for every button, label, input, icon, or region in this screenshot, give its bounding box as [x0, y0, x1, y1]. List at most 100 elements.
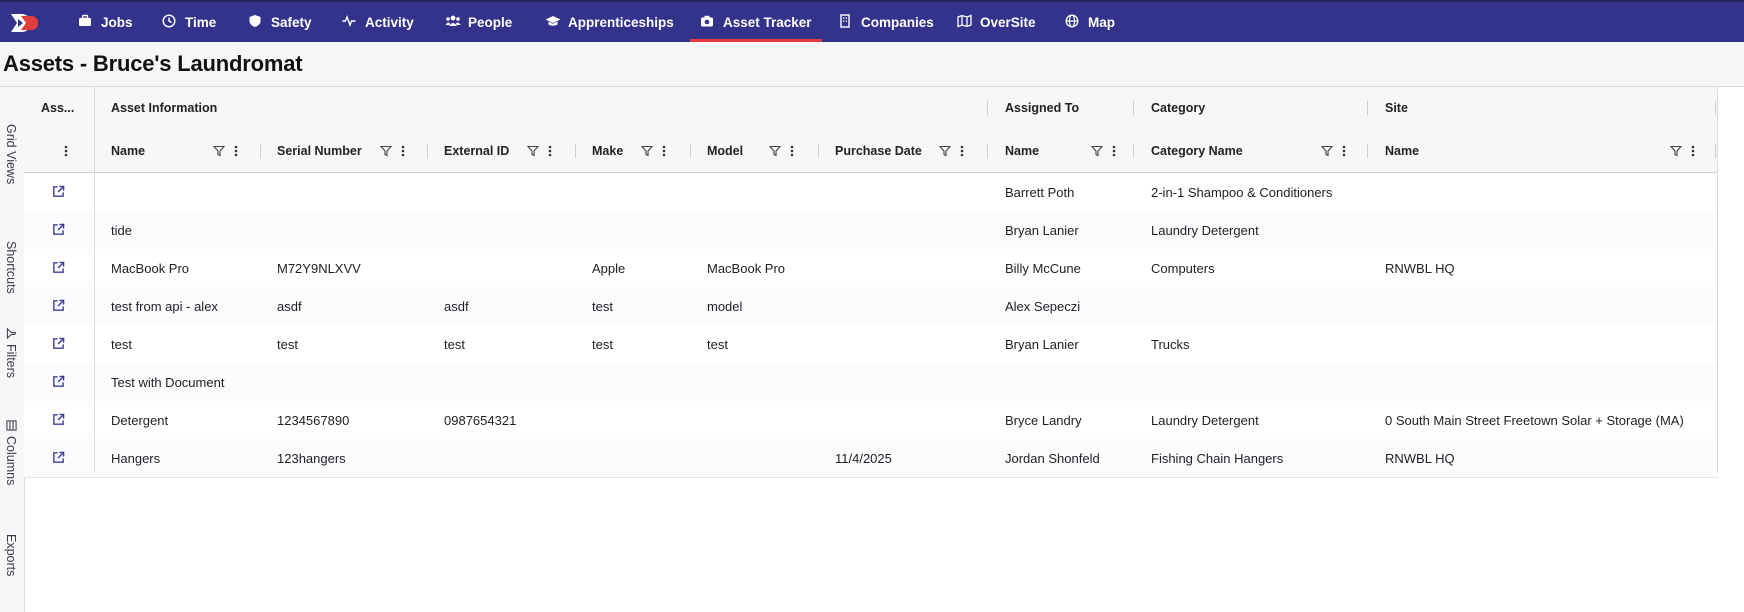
model-cell[interactable]: model — [707, 298, 743, 314]
open-external-icon[interactable] — [52, 185, 66, 199]
column-header-purchase-date[interactable]: Purchase Date — [819, 129, 959, 172]
nav-apprenticeships[interactable]: Apprenticeships — [545, 2, 674, 42]
serial-number-cell[interactable] — [261, 211, 428, 249]
assignee-name-cell[interactable]: Bryan Lanier — [1005, 336, 1079, 352]
site-name-cell[interactable]: RNWBL HQ — [1385, 260, 1455, 276]
category-name-cell[interactable] — [1135, 287, 1369, 325]
serial-number-cell[interactable] — [261, 173, 428, 211]
assignee-name-cell[interactable] — [989, 363, 1135, 401]
external-id-cell[interactable]: test — [444, 336, 465, 352]
column-header-assignee-name[interactable]: Name — [989, 129, 1089, 172]
serial-number-cell[interactable]: test — [277, 336, 298, 352]
asset-name-cell[interactable]: MacBook Pro — [111, 260, 190, 276]
filter-icon[interactable] — [1670, 145, 1682, 157]
make-cell[interactable]: test — [592, 336, 613, 352]
group-header-site[interactable]: Site — [1369, 87, 1718, 129]
column-menu-icon[interactable] — [1691, 145, 1703, 157]
purchase-date-cell[interactable] — [819, 211, 989, 249]
column-header-make[interactable]: Make — [576, 129, 676, 172]
table-row[interactable]: Barrett Poth 2-in-1 Shampoo & Conditioner… — [24, 173, 1718, 212]
purchase-date-cell[interactable] — [819, 249, 989, 287]
open-external-icon[interactable] — [52, 413, 66, 427]
assignee-name-cell[interactable]: Bryce Landry — [1005, 412, 1082, 428]
serial-number-cell[interactable]: 123hangers — [277, 450, 346, 466]
category-name-cell[interactable]: Trucks — [1151, 336, 1190, 352]
category-name-cell[interactable]: Fishing Chain Hangers — [1151, 450, 1284, 466]
site-name-cell[interactable] — [1369, 211, 1718, 249]
nav-safety[interactable]: Safety — [248, 2, 312, 42]
app-logo[interactable] — [8, 12, 40, 34]
assignee-name-cell[interactable]: Bryan Lanier — [1005, 222, 1079, 238]
make-cell[interactable] — [576, 173, 691, 211]
open-external-icon[interactable] — [52, 337, 66, 351]
model-cell[interactable] — [691, 363, 819, 401]
make-cell[interactable] — [576, 401, 691, 439]
model-cell[interactable] — [691, 401, 819, 439]
nav-map[interactable]: Map — [1065, 2, 1115, 42]
table-row[interactable]: Test with Document — [24, 363, 1718, 402]
column-menu-icon[interactable] — [1342, 145, 1354, 157]
model-cell[interactable]: MacBook Pro — [707, 260, 786, 276]
open-external-icon[interactable] — [52, 451, 66, 465]
assignee-name-cell[interactable]: Jordan Shonfeld — [1005, 450, 1100, 466]
purchase-date-cell[interactable] — [819, 401, 989, 439]
side-tab-exports[interactable]: Exports — [0, 525, 22, 585]
column-menu-icon[interactable] — [960, 145, 972, 157]
external-id-cell[interactable] — [428, 211, 576, 249]
filter-icon[interactable] — [527, 145, 539, 157]
purchase-date-cell[interactable]: 11/4/2025 — [835, 450, 892, 466]
nav-time[interactable]: Time — [162, 2, 216, 42]
make-cell[interactable] — [576, 211, 691, 249]
site-name-cell[interactable] — [1369, 287, 1718, 325]
site-name-cell[interactable] — [1369, 363, 1718, 401]
column-menu-icon[interactable] — [790, 145, 802, 157]
column-header-external-id[interactable]: External ID — [428, 129, 558, 172]
filter-icon[interactable] — [213, 145, 225, 157]
filter-icon[interactable] — [1321, 145, 1333, 157]
group-header-assigned-to[interactable]: Assigned To — [989, 87, 1135, 129]
external-id-cell[interactable] — [428, 249, 576, 287]
column-header-name[interactable]: Name — [95, 129, 245, 172]
group-header-actions[interactable]: Ass... — [24, 87, 94, 129]
category-name-cell[interactable]: 2-in-1 Shampoo & Conditioners — [1151, 184, 1333, 200]
site-name-cell[interactable]: RNWBL HQ — [1385, 450, 1455, 466]
external-id-cell[interactable] — [428, 173, 576, 211]
open-external-icon[interactable] — [52, 223, 66, 237]
filter-icon[interactable] — [939, 145, 951, 157]
model-cell[interactable]: test — [707, 336, 728, 352]
model-cell[interactable] — [691, 173, 819, 211]
serial-number-cell[interactable] — [261, 363, 428, 401]
make-cell[interactable] — [576, 439, 691, 477]
nav-activity[interactable]: Activity — [342, 2, 414, 42]
model-cell[interactable] — [691, 211, 819, 249]
serial-number-cell[interactable]: 1234567890 — [277, 412, 350, 428]
table-row[interactable]: tide Bryan Lanier Laundry Detergent — [24, 211, 1718, 250]
model-cell[interactable] — [691, 439, 819, 477]
asset-name-cell[interactable]: Test with Document — [111, 374, 225, 390]
nav-people[interactable]: People — [445, 2, 512, 42]
nav-companies[interactable]: Companies — [838, 2, 934, 42]
filter-icon[interactable] — [1091, 145, 1103, 157]
side-tab-filters[interactable]: Filters — [0, 323, 22, 383]
category-name-cell[interactable] — [1135, 363, 1369, 401]
asset-name-cell[interactable]: Detergent — [111, 412, 169, 428]
side-tab-grid-views[interactable]: Grid Views — [0, 119, 22, 189]
category-name-cell[interactable]: Laundry Detergent — [1151, 222, 1259, 238]
table-row[interactable]: test test test test test Bryan Lanier Trucks — [24, 325, 1718, 364]
make-cell[interactable] — [576, 363, 691, 401]
category-name-cell[interactable]: Computers — [1151, 260, 1215, 276]
column-menu-icon[interactable] — [64, 145, 76, 157]
table-row[interactable]: Hangers 123hangers 11/4/2025 Jordan Shonfel… — [24, 439, 1718, 478]
asset-name-cell[interactable] — [95, 173, 261, 211]
side-tab-columns[interactable]: Columns — [0, 415, 22, 490]
purchase-date-cell[interactable] — [819, 287, 989, 325]
column-header-category-name[interactable]: Category Name — [1135, 129, 1295, 172]
filter-icon[interactable] — [380, 145, 392, 157]
open-external-icon[interactable] — [52, 375, 66, 389]
column-menu-icon[interactable] — [234, 145, 246, 157]
purchase-date-cell[interactable] — [819, 363, 989, 401]
side-tab-shortcuts[interactable]: Shortcuts — [0, 232, 22, 302]
column-menu-icon[interactable] — [662, 145, 674, 157]
site-name-cell[interactable] — [1369, 325, 1718, 363]
external-id-cell[interactable] — [428, 363, 576, 401]
